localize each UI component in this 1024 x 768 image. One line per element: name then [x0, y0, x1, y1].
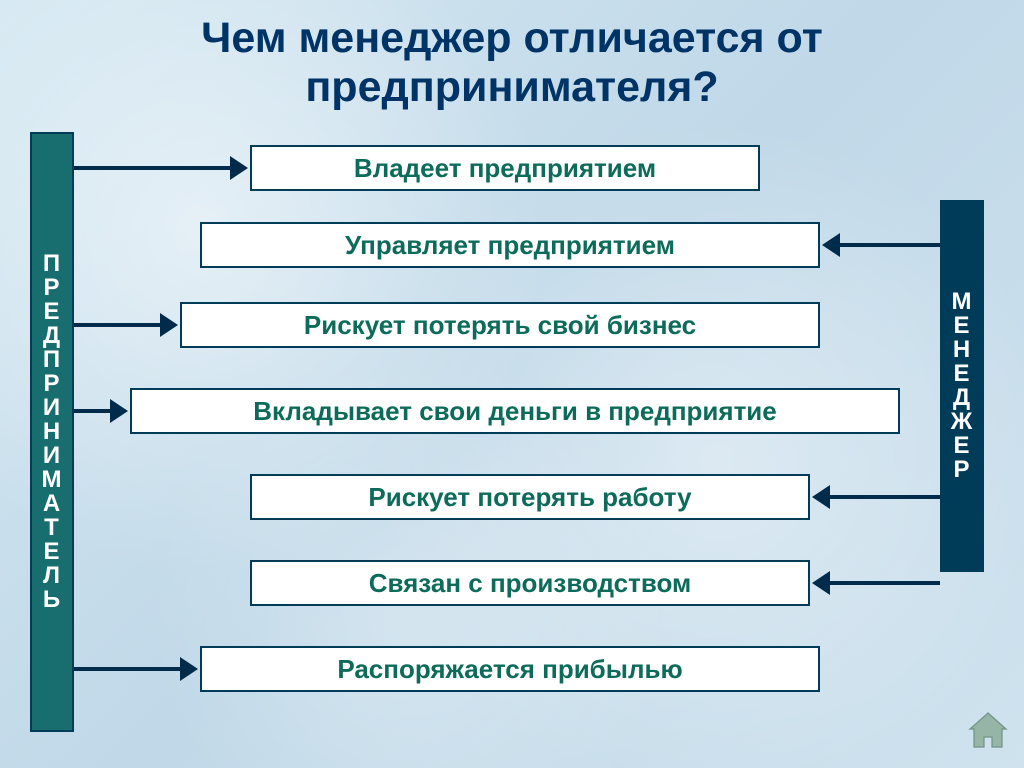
slide-title: Чем менеджер отличается от предпринимате… — [0, 14, 1024, 113]
characteristic-box: Рискует потерять свой бизнес — [180, 302, 820, 348]
left-column-entrepreneur: ПРЕДПРИНИМАТЕЛЬ — [30, 132, 74, 732]
characteristic-box: Рискует потерять работу — [250, 474, 810, 520]
arrow-from-entrepreneur — [74, 667, 182, 671]
right-column-manager: МЕНЕДЖЕР — [940, 200, 984, 572]
characteristic-box: Связан с производством — [250, 560, 810, 606]
arrow-from-entrepreneur — [74, 409, 112, 413]
characteristic-box: Управляет предприятием — [200, 222, 820, 268]
characteristic-box: Вкладывает свои деньги в предприятие — [130, 388, 900, 434]
characteristic-box: Владеет предприятием — [250, 145, 760, 191]
arrow-from-entrepreneur — [74, 323, 162, 327]
arrow-from-manager — [828, 495, 940, 499]
arrow-from-entrepreneur — [74, 166, 232, 170]
characteristic-box: Распоряжается прибылью — [200, 646, 820, 692]
home-icon[interactable] — [966, 711, 1010, 756]
arrow-from-manager — [828, 581, 940, 585]
arrow-from-manager — [838, 243, 940, 247]
